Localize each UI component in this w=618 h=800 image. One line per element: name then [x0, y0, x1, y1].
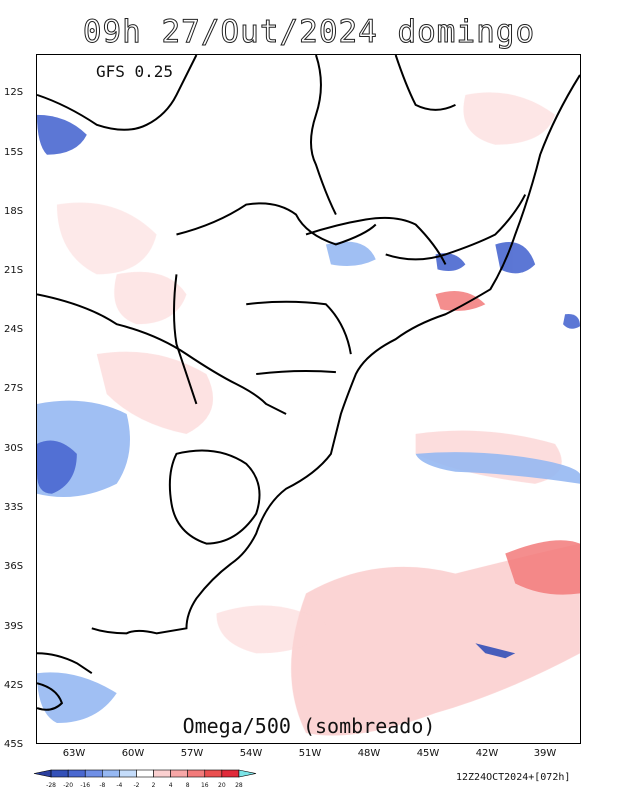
colorbar-label: 20: [218, 782, 226, 789]
colorbar-label: -4: [116, 782, 122, 789]
field-label: Omega/500 (sombreado): [182, 714, 436, 738]
lon-label: 39W: [533, 748, 557, 759]
lat-label: 45S: [4, 739, 24, 750]
lon-label: 42W: [475, 748, 499, 759]
lat-label: 18S: [4, 206, 24, 217]
colorbar-label: -8: [99, 782, 105, 789]
colorbar-swatch: [84, 769, 103, 778]
lat-label: 39S: [4, 621, 24, 632]
strong-positive-omega-shading: [435, 290, 580, 595]
lon-label: 51W: [298, 748, 322, 759]
colorbar-swatch: [170, 769, 188, 778]
lat-label: 15S: [4, 147, 24, 158]
colorbar-label: 16: [201, 782, 209, 789]
colorbar-swatch: [136, 769, 154, 778]
colorbar-label: 28: [235, 782, 243, 789]
coastline-borders: [37, 55, 580, 711]
lat-label: 12S: [4, 87, 24, 98]
colorbar-swatch: [102, 769, 120, 778]
lon-label: 57W: [180, 748, 204, 759]
map-frame: [36, 54, 581, 744]
lat-label: 36S: [4, 561, 24, 572]
colorbar-label: -16: [80, 782, 90, 789]
lon-label: 60W: [121, 748, 145, 759]
model-label: GFS 0.25: [96, 62, 174, 81]
lon-label: 63W: [62, 748, 86, 759]
colorbar: -28 -20 -16 -8 -4 -2 2 4 8 16 20 28: [33, 769, 257, 789]
strong-negative-omega-shading: [37, 114, 580, 659]
colorbar-swatch: [153, 769, 171, 778]
omega-map: [37, 55, 580, 736]
lon-label: 54W: [239, 748, 263, 759]
colorbar-label: -2: [133, 782, 139, 789]
lon-label: 45W: [416, 748, 440, 759]
colorbar-swatch: [187, 769, 206, 778]
colorbar-label: 2: [152, 782, 156, 789]
lat-label: 33S: [4, 502, 24, 513]
lat-label: 30S: [4, 443, 24, 454]
colorbar-label: -20: [63, 782, 73, 789]
colorbar-label: 8: [186, 782, 190, 789]
map-title: 09h 27/Out/2024 domingo: [82, 14, 536, 51]
colorbar-swatch: [238, 769, 257, 778]
colorbar-swatch: [221, 769, 240, 778]
colorbar-swatch: [50, 769, 69, 778]
colorbar-label: -28: [46, 782, 56, 789]
colorbar-swatch: [119, 769, 137, 778]
lon-label: 48W: [357, 748, 381, 759]
colorbar-swatch: [204, 769, 223, 778]
lat-label: 24S: [4, 324, 24, 335]
run-label: 12Z24OCT2024+[072h]: [456, 772, 571, 783]
lat-label: 42S: [4, 680, 24, 691]
colorbar-swatch: [67, 769, 86, 778]
lat-label: 21S: [4, 265, 24, 276]
colorbar-swatch: [33, 769, 52, 778]
positive-omega-shading: [56, 92, 580, 736]
colorbar-label: 4: [169, 782, 173, 789]
lat-label: 27S: [4, 383, 24, 394]
